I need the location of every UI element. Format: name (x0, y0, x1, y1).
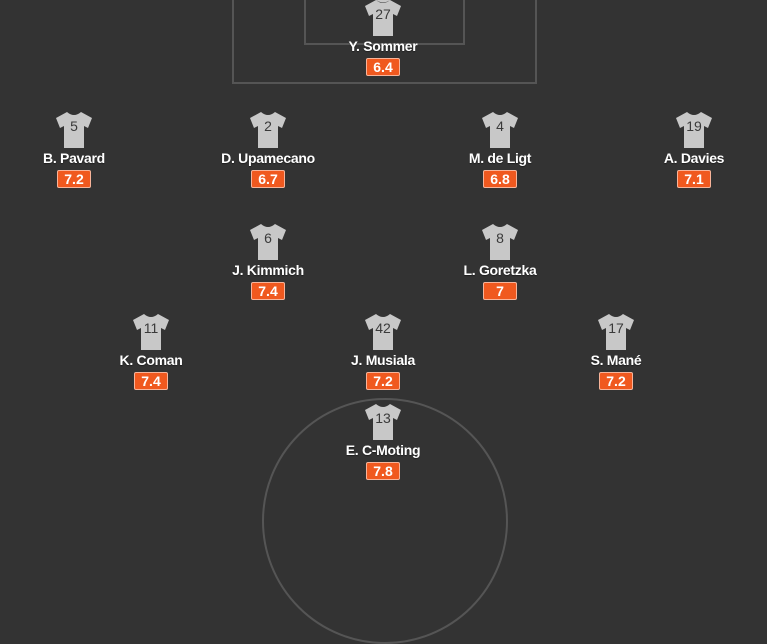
player-card-a-davies[interactable]: 19 A. Davies 7.1 (614, 112, 767, 188)
player-card-s-mane[interactable]: 17 S. Mané 7.2 (536, 314, 696, 390)
shirt-number: 27 (375, 6, 391, 22)
shirt-icon: 2 (248, 112, 288, 148)
shirt-icon: 13 (363, 404, 403, 440)
shirt-icon: 27 (363, 0, 403, 36)
rating-badge: 7.8 (366, 462, 400, 480)
shirt-number: 11 (143, 320, 159, 336)
player-name: L. Goretzka (463, 262, 537, 278)
rating-badge: 6.8 (483, 170, 517, 188)
player-name: E. C-Moting (345, 442, 421, 458)
player-card-y-sommer[interactable]: 27 Y. Sommer 6.4 (303, 0, 463, 76)
player-name: Y. Sommer (348, 38, 418, 54)
rating-badge: 6.4 (366, 58, 400, 76)
goal-area (304, 0, 465, 45)
player-card-k-coman[interactable]: 11 K. Coman 7.4 (71, 314, 231, 390)
rating-badge: 7.2 (366, 372, 400, 390)
rating-badge: 7.2 (599, 372, 633, 390)
shirt-icon: 19 (674, 112, 714, 148)
shirt-icon: 8 (480, 224, 520, 260)
shirt-number: 17 (608, 320, 624, 336)
player-name: K. Coman (119, 352, 183, 368)
rating-badge: 7 (483, 282, 517, 300)
player-name: J. Musiala (351, 352, 415, 368)
player-card-l-goretzka[interactable]: 8 L. Goretzka 7 (420, 224, 580, 300)
player-card-m-de-ligt[interactable]: 4 M. de Ligt 6.8 (420, 112, 580, 188)
player-card-j-kimmich[interactable]: 6 J. Kimmich 7.4 (188, 224, 348, 300)
player-name: D. Upamecano (221, 150, 315, 166)
player-name: S. Mané (590, 352, 642, 368)
shirt-icon: 5 (54, 112, 94, 148)
penalty-area (232, 0, 537, 84)
rating-badge: 7.1 (677, 170, 711, 188)
shirt-number: 42 (375, 320, 391, 336)
shirt-icon: 42 (363, 314, 403, 350)
shirt-icon: 6 (248, 224, 288, 260)
shirt-number: 4 (496, 118, 504, 134)
player-card-e-c-moting[interactable]: 13 E. C-Moting 7.8 (303, 404, 463, 480)
player-name: B. Pavard (43, 150, 105, 166)
shirt-number: 13 (375, 410, 391, 426)
player-card-b-pavard[interactable]: 5 B. Pavard 7.2 (0, 112, 154, 188)
shirt-number: 6 (264, 230, 272, 246)
shirt-number: 2 (264, 118, 272, 134)
player-name: A. Davies (663, 150, 725, 166)
rating-badge: 7.4 (134, 372, 168, 390)
rating-badge: 6.7 (251, 170, 285, 188)
shirt-icon: 11 (131, 314, 171, 350)
shirt-icon: 17 (596, 314, 636, 350)
shirt-number: 8 (496, 230, 504, 246)
shirt-icon: 4 (480, 112, 520, 148)
rating-badge: 7.2 (57, 170, 91, 188)
shirt-number: 5 (70, 118, 78, 134)
player-name: M. de Ligt (468, 150, 532, 166)
player-card-j-musiala[interactable]: 42 J. Musiala 7.2 (303, 314, 463, 390)
player-card-d-upamecano[interactable]: 2 D. Upamecano 6.7 (188, 112, 348, 188)
shirt-number: 19 (686, 118, 702, 134)
player-name: J. Kimmich (232, 262, 304, 278)
rating-badge: 7.4 (251, 282, 285, 300)
